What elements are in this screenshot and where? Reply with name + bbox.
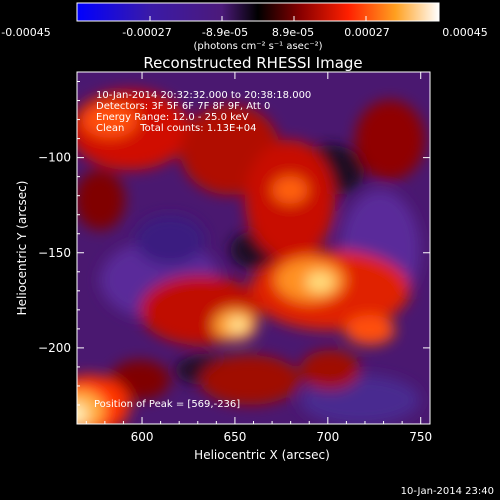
colorbar-units-label: (photons cm⁻² s⁻¹ asec⁻²) [193,41,322,52]
y-tick-label-1: −150 [38,246,71,260]
x-tick-label-3: 750 [409,430,432,444]
x-axis-label: Heliocentric X (arcsec) [194,448,330,462]
y-axis-tick-labels: −100 −150 −200 [38,151,71,355]
chart-title: Reconstructed RHESSI Image [143,54,362,72]
footer-timestamp: 10-Jan-2014 23:40 [401,486,494,497]
y-tick-label-2: −200 [38,341,71,355]
colorbar [76,2,440,22]
annotation-clean-counts: Clean Total counts: 1.13E+04 [96,123,256,134]
colorbar-ticks [76,16,440,21]
colorbar-tick-label-1: -0.00027 [122,26,171,39]
x-axis-tick-labels: 600 650 700 750 [131,430,433,444]
annotation-detectors: Detectors: 3F 5F 6F 7F 8F 9F, Att 0 [96,101,270,112]
x-tick-label-2: 700 [316,430,339,444]
colorbar-tick-labels: -0.00045 -0.00027 -8.9e-05 8.9e-05 0.000… [1,26,487,39]
x-tick-label-1: 650 [223,430,246,444]
x-axis-ticks [85,72,422,424]
colorbar-tick-label-3: 8.9e-05 [272,26,314,39]
y-axis-ticks [77,81,430,406]
colorbar-tick-label-4: 0.00027 [344,26,390,39]
annotation-time-range: 10-Jan-2014 20:32:32.000 to 20:38:18.000 [96,90,311,101]
y-tick-label-0: −100 [38,151,71,165]
heatmap-image [77,72,430,424]
peak-position-label: Position of Peak = [569,-236] [94,399,240,410]
annotation-energy-range: Energy Range: 12.0 - 25.0 keV [96,112,249,123]
x-tick-label-0: 600 [131,430,154,444]
annotation-block: 10-Jan-2014 20:32:32.000 to 20:38:18.000… [96,90,311,134]
colorbar-tick-label-5: 0.00045 [442,26,488,39]
colorbar-tick-label-2: -8.9e-05 [202,26,248,39]
colorbar-tick-label-0: -0.00045 [1,26,50,39]
y-axis-label: Heliocentric Y (arcsec) [15,181,29,316]
